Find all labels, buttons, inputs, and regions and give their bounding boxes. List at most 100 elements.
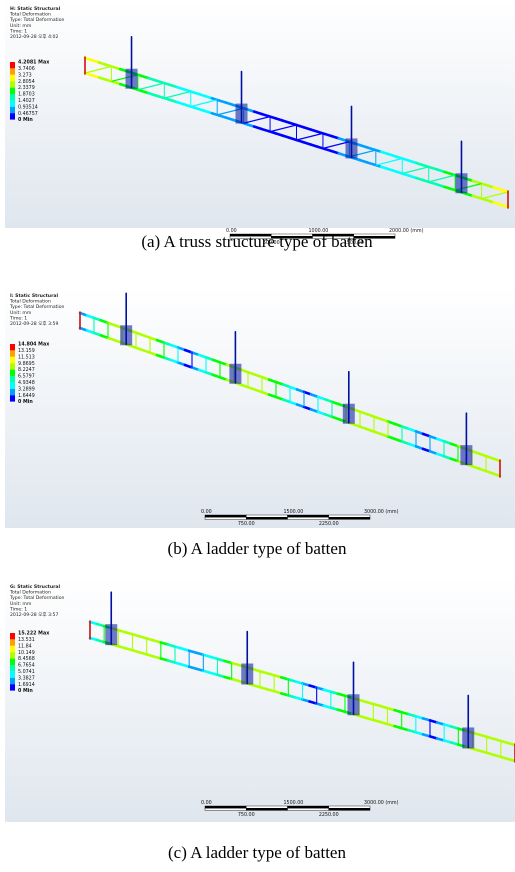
legend-swatch bbox=[10, 106, 15, 114]
legend-label: 0.46757 bbox=[18, 111, 38, 117]
legend-label: 2.3379 bbox=[18, 85, 35, 91]
header-line: Type: Total Deformation bbox=[9, 595, 65, 601]
scale-segment bbox=[246, 514, 288, 518]
legend-swatch bbox=[10, 100, 15, 107]
member bbox=[491, 472, 502, 478]
legend-label: 13.159 bbox=[18, 348, 35, 354]
legend-label: 5.0741 bbox=[18, 669, 35, 675]
post-plate bbox=[229, 363, 242, 384]
legend-label: 14.804 Max bbox=[18, 342, 50, 348]
member bbox=[506, 757, 515, 763]
scale-label: 2250.00 bbox=[319, 812, 339, 818]
legend-swatch bbox=[10, 74, 15, 82]
caption: (b) A ladder type of batten bbox=[168, 539, 347, 558]
legend-label: 1.6449 bbox=[18, 393, 35, 399]
header-line: I: Static Structural bbox=[10, 293, 58, 299]
member bbox=[190, 99, 218, 108]
legend-label: 6.5797 bbox=[18, 374, 35, 380]
legend-label: 8.2247 bbox=[18, 367, 35, 373]
legend-label: 4.9348 bbox=[18, 380, 35, 386]
header-line: H: Static Structural bbox=[10, 6, 61, 12]
member bbox=[401, 166, 430, 175]
scale-segment bbox=[287, 517, 329, 520]
legend-swatch bbox=[10, 658, 15, 665]
scale-label: 1000.00 bbox=[309, 228, 329, 234]
member bbox=[163, 90, 192, 99]
member bbox=[499, 188, 510, 194]
legend-swatch bbox=[10, 677, 15, 685]
header-line: Unit: mm bbox=[10, 23, 32, 29]
post-plate bbox=[120, 325, 133, 346]
legend-swatch bbox=[10, 62, 15, 69]
member bbox=[322, 141, 350, 149]
legend-label: 0 Min bbox=[18, 117, 33, 123]
header-line: G: Static Structural bbox=[10, 584, 60, 590]
scale-segment bbox=[328, 514, 371, 518]
header-line: Unit: mm bbox=[10, 310, 32, 316]
scale-segment bbox=[246, 805, 288, 809]
legend-label: 1.8703 bbox=[18, 92, 35, 98]
scale-segment bbox=[204, 514, 247, 518]
legend-swatch bbox=[10, 671, 15, 678]
post-plate bbox=[345, 138, 358, 159]
scale-label: 500.00 bbox=[263, 240, 280, 246]
scale-label: 0.00 bbox=[201, 800, 212, 806]
scale-segment bbox=[204, 517, 247, 520]
header-line: Type: Total Deformation bbox=[9, 304, 65, 310]
post-plate bbox=[235, 103, 248, 124]
header-line: Total Deformation bbox=[9, 590, 51, 596]
legend-label: 4.2081 Max bbox=[18, 60, 50, 66]
header-line: Time: 1 bbox=[9, 28, 27, 34]
legend-label: 6.7654 bbox=[18, 663, 35, 669]
legend-swatch bbox=[10, 665, 15, 672]
viewport-background bbox=[5, 578, 515, 822]
member bbox=[84, 65, 113, 74]
post-plate bbox=[460, 445, 473, 466]
legend-swatch bbox=[10, 633, 15, 640]
post-plate bbox=[241, 663, 254, 685]
legend-label: 9.8695 bbox=[18, 361, 35, 367]
legend-label: 0.93514 bbox=[18, 104, 38, 110]
scale-label: 2250.00 bbox=[319, 521, 339, 527]
legend-swatch bbox=[10, 81, 15, 88]
legend-swatch bbox=[10, 113, 15, 120]
member bbox=[269, 124, 298, 133]
legend-label: 3.273 bbox=[18, 72, 32, 78]
viewport-background bbox=[5, 287, 515, 528]
legend-label: 0 Min bbox=[18, 688, 33, 694]
legend-swatch bbox=[10, 652, 15, 659]
legend-swatch bbox=[10, 382, 15, 389]
scale-segment bbox=[353, 235, 396, 239]
legend-label: 2.8054 bbox=[18, 79, 35, 85]
scale-segment bbox=[287, 805, 329, 809]
post-plate bbox=[125, 68, 138, 89]
legend-label: 13.531 bbox=[18, 637, 35, 643]
scale-segment bbox=[328, 808, 371, 811]
legend-swatch bbox=[10, 369, 15, 376]
member bbox=[428, 174, 456, 183]
scale-segment bbox=[287, 514, 329, 518]
legend-label: 8.4568 bbox=[18, 656, 35, 662]
member bbox=[499, 203, 510, 209]
member bbox=[480, 191, 509, 200]
legend-label: 1.6914 bbox=[18, 682, 35, 688]
legend-swatch bbox=[10, 684, 15, 691]
scale-label: 1500.00 bbox=[344, 240, 364, 246]
legend-label: 0 Min bbox=[18, 399, 33, 405]
legend-label: 10.149 bbox=[18, 650, 35, 656]
header-line: Unit: mm bbox=[10, 601, 32, 607]
legend-swatch bbox=[10, 356, 15, 364]
scale-label: 0.00 bbox=[226, 228, 237, 234]
post-plate bbox=[105, 624, 118, 646]
legend-label: 15.222 Max bbox=[18, 631, 50, 637]
post-plate bbox=[347, 694, 360, 716]
legend-swatch bbox=[10, 94, 15, 101]
caption: (a) A truss structure type of batten bbox=[141, 232, 373, 251]
header-line: Time: 1 bbox=[9, 315, 27, 321]
legend-swatch bbox=[10, 344, 15, 351]
scale-label: 750.00 bbox=[238, 812, 255, 818]
scale-segment bbox=[204, 805, 247, 809]
